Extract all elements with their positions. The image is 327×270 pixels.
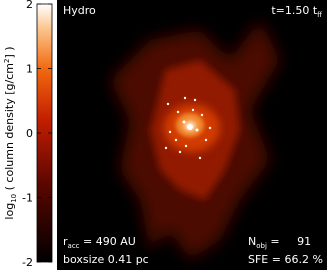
tick-label: 1 [26,63,33,76]
sfe-label: SFE = 66.2 % [248,253,323,266]
sink-particles [164,96,212,160]
tick-label: -1 [22,192,33,205]
cloud [110,20,280,260]
nobj-label: Nobj = 91 [248,235,311,250]
tick-label: -2 [22,256,33,269]
boxsize-label: boxsize 0.41 pc [63,253,149,266]
tick-label: 0 [26,127,33,140]
tick-label: 2 [26,0,33,11]
time-label: t=1.50 tff [271,4,322,19]
racc-label: racc = 490 AU [63,235,136,250]
panel-title: Hydro [63,4,96,17]
colorbar-label: log10 ( column density [g/cm2] ) [3,46,18,219]
